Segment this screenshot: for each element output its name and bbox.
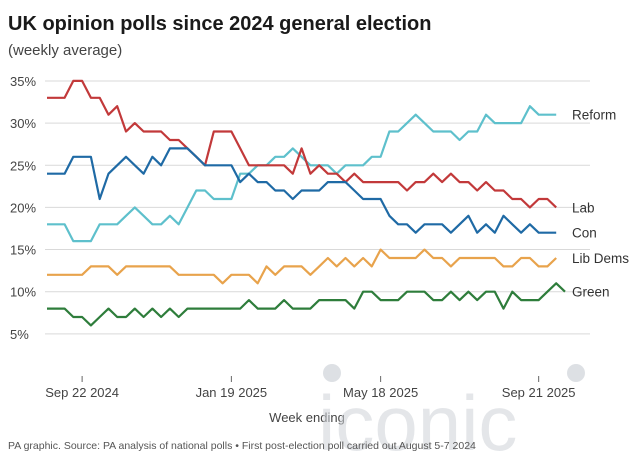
series-lines [47,79,566,327]
y-tick-label: 5% [10,327,29,342]
series-label-green: Green [572,285,610,300]
watermark-text: iconic [318,379,517,463]
y-tick-label: 35% [10,74,36,89]
watermark-dot [567,364,585,382]
series-line-con [47,147,557,234]
chart-title: UK opinion polls since 2024 general elec… [8,13,431,35]
y-tick-label: 25% [10,158,36,173]
series-line-lab [47,79,557,209]
y-tick-label: 10% [10,285,36,300]
y-tick-label: 30% [10,116,36,131]
series-label-lab: Lab [572,200,595,215]
y-tick-label: 20% [10,200,36,215]
series-labels: Reform Lab Con Lib Dems Green [572,108,629,300]
x-tick-label: Sep 22 2024 [45,385,119,400]
x-tick-label: Jan 19 2025 [196,385,268,400]
y-axis-ticks: 5% 10% 15% 20% 25% 30% 35% [10,74,36,342]
x-axis-label: Week ending [269,410,345,425]
x-tick-label: May 18 2025 [343,385,418,400]
series-label-con: Con [572,226,597,241]
series-label-reform: Reform [572,108,616,123]
series-line-reform [47,105,557,243]
series-line-lib-dems [47,248,557,285]
y-tick-label: 15% [10,243,36,258]
watermark-dot [323,364,341,382]
x-axis-ticks: Sep 22 2024 Jan 19 2025 May 18 2025 Sep 21 … [45,376,576,400]
watermark: iconic [318,364,585,463]
x-tick-label: Sep 21 2025 [502,385,576,400]
series-label-lib-dems: Lib Dems [572,251,629,266]
chart-subtitle: (weekly average) [8,42,122,59]
gridlines [45,80,590,335]
source-note: PA graphic. Source: PA analysis of natio… [8,440,476,452]
series-line-green [47,282,566,327]
